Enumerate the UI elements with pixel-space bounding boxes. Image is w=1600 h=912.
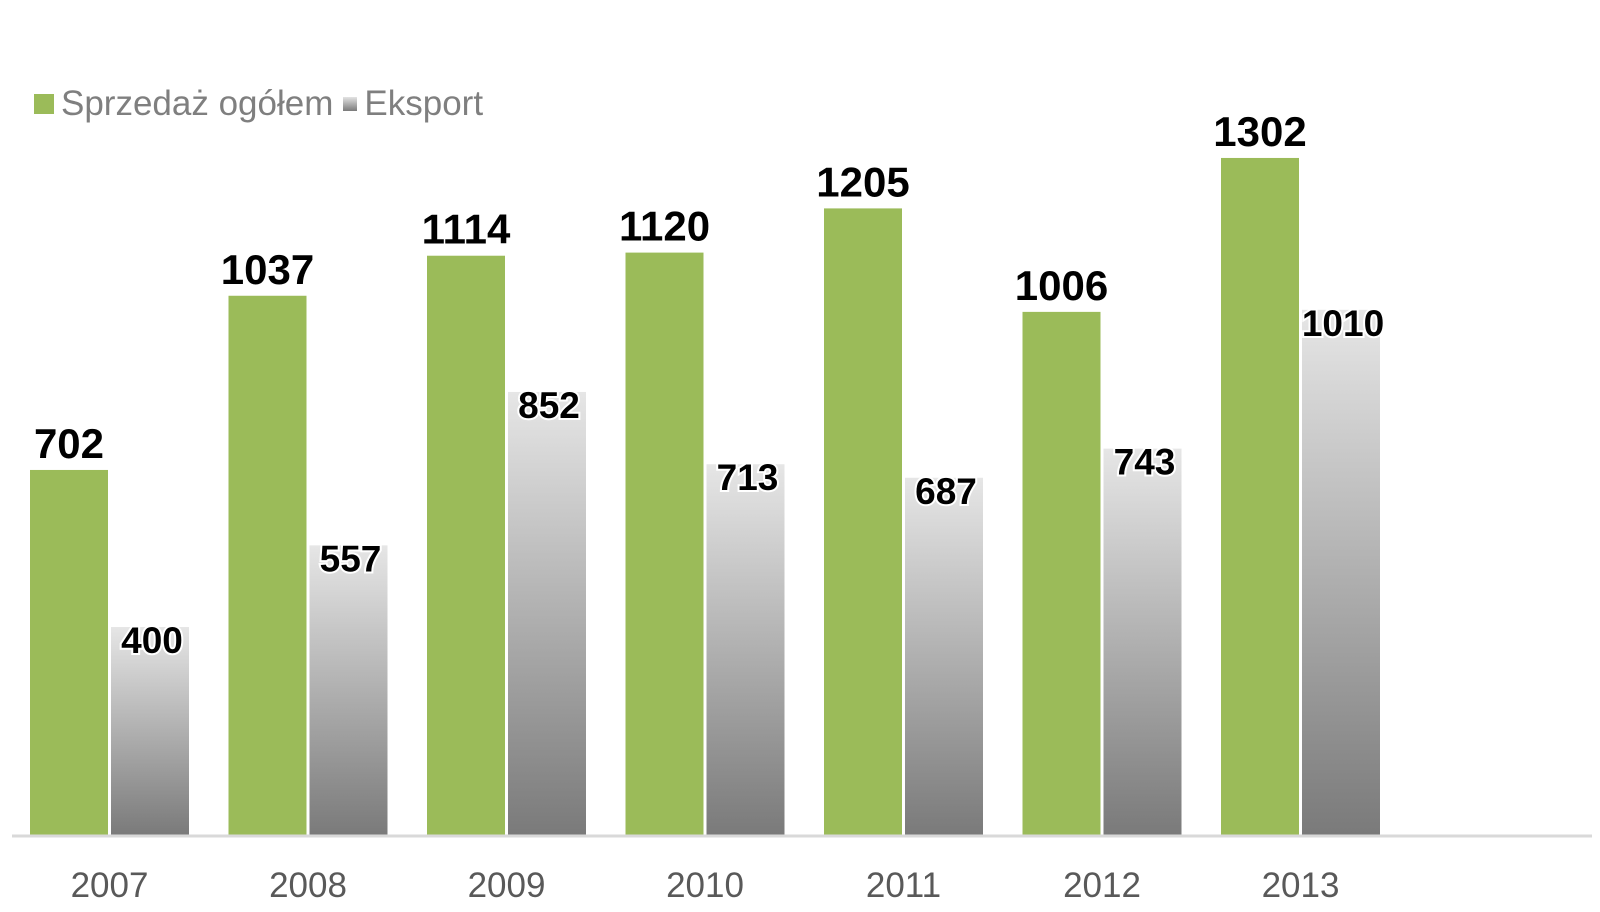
label-export-2007: 400	[121, 620, 183, 661]
bar-sales-2012	[1022, 311, 1101, 835]
x-axis-ticks: 2007 2008 2009 2010 2011 2012 2013	[71, 866, 1340, 905]
bars-layer	[30, 157, 1380, 836]
bar-export-2008	[309, 545, 388, 835]
x-tick-2007: 2007	[71, 866, 149, 905]
bar-sales-2009	[427, 255, 505, 836]
label-export-2013: 1010	[1302, 303, 1384, 344]
legend-swatch-export	[343, 97, 358, 111]
label-export-2011: 687	[915, 471, 977, 512]
bar-sales-2011	[824, 208, 902, 835]
label-sales-2008: 1037	[221, 246, 314, 293]
label-sales-2012: 1006	[1015, 262, 1108, 309]
label-sales-2007: 702	[34, 420, 104, 467]
x-tick-2010: 2010	[666, 866, 744, 905]
legend: Sprzedaż ogółem Eksport	[34, 84, 493, 124]
bar-export-2009	[508, 391, 586, 835]
bar-sales-2013	[1221, 157, 1299, 835]
label-sales-2010: 1120	[619, 203, 710, 250]
bar-export-2013	[1302, 309, 1380, 835]
bar-export-2010	[706, 464, 785, 835]
bar-export-2011	[905, 477, 983, 835]
bar-sales-2010	[625, 252, 704, 836]
label-sales-2013: 1302	[1213, 108, 1306, 155]
legend-swatch-sales	[34, 94, 54, 114]
x-tick-2009: 2009	[468, 866, 546, 905]
label-export-2008: 557	[320, 538, 382, 579]
bar-sales-2007	[30, 469, 108, 835]
label-sales-2011: 1205	[816, 158, 909, 205]
x-tick-2011: 2011	[866, 866, 941, 905]
x-tick-2008: 2008	[269, 866, 347, 905]
legend-item-export: Eksport	[343, 84, 483, 124]
bar-export-2012	[1103, 448, 1182, 835]
x-tick-2012: 2012	[1063, 866, 1141, 905]
legend-label-export: Eksport	[364, 84, 484, 123]
x-tick-2013: 2013	[1262, 866, 1340, 905]
label-export-2009: 852	[518, 385, 580, 426]
label-export-2012: 743	[1114, 442, 1176, 483]
bar-export-2007	[111, 627, 189, 835]
legend-label-sales: Sprzedaż ogółem	[61, 84, 334, 123]
labels-layer: 702 400 1037 557 1114 852 1120 713 1205 687 1006 74…	[34, 108, 1386, 663]
label-sales-2009: 1114	[422, 206, 511, 253]
bar-sales-2008	[228, 295, 307, 835]
legend-item-sales: Sprzedaż ogółem	[34, 84, 333, 124]
label-export-2010: 713	[717, 457, 779, 498]
